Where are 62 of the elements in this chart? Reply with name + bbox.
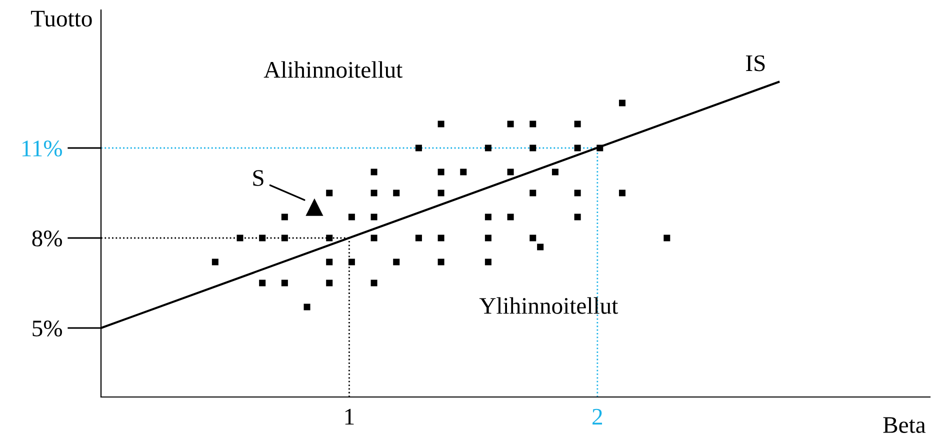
point <box>574 120 581 128</box>
point <box>281 234 288 242</box>
point <box>326 190 333 196</box>
point <box>438 190 444 196</box>
x-tick-label: 2 <box>592 408 602 424</box>
point <box>664 234 670 242</box>
annotation: S <box>253 170 264 186</box>
point <box>484 234 492 242</box>
point <box>212 258 218 266</box>
point <box>484 214 492 220</box>
series-label: IS <box>746 55 765 72</box>
point <box>370 190 378 196</box>
point <box>507 168 514 176</box>
point <box>393 190 400 196</box>
y-tick-label: 11% <box>22 140 62 156</box>
point <box>507 120 514 128</box>
point <box>370 280 378 286</box>
point <box>326 258 333 266</box>
point <box>618 190 626 196</box>
point <box>460 168 467 176</box>
point <box>507 214 514 220</box>
point <box>326 280 333 286</box>
point <box>596 144 604 152</box>
point <box>304 304 310 310</box>
annotation: Alihinnoitellut <box>264 61 403 78</box>
point <box>574 214 581 220</box>
point <box>236 234 244 242</box>
y-tick-label: 8% <box>32 230 62 246</box>
y-tick-label: 5% <box>32 320 62 336</box>
point <box>537 244 544 250</box>
point <box>484 144 492 152</box>
point <box>259 280 266 286</box>
point <box>348 214 355 220</box>
point <box>393 258 400 266</box>
x-axis-title: Beta <box>883 417 926 433</box>
x-tick-label: 1 <box>345 408 354 424</box>
point <box>438 258 444 266</box>
point <box>415 234 422 242</box>
point <box>306 198 324 216</box>
point <box>574 144 581 152</box>
point <box>438 120 444 128</box>
point <box>484 258 492 266</box>
point <box>438 168 444 176</box>
point <box>438 234 444 242</box>
point <box>552 168 558 176</box>
point <box>618 100 626 106</box>
point <box>415 144 422 152</box>
point <box>530 144 536 152</box>
point <box>326 234 333 242</box>
point <box>530 190 536 196</box>
point <box>281 280 288 286</box>
point <box>530 234 536 242</box>
point <box>370 234 378 242</box>
point <box>370 214 378 220</box>
point <box>370 168 378 176</box>
annotation: Ylihinnoitellut <box>479 297 618 314</box>
point <box>281 214 288 220</box>
point <box>530 120 536 128</box>
point <box>574 190 581 196</box>
point <box>348 258 355 266</box>
point <box>259 234 266 242</box>
y-axis-title: Tuotto <box>31 10 92 27</box>
